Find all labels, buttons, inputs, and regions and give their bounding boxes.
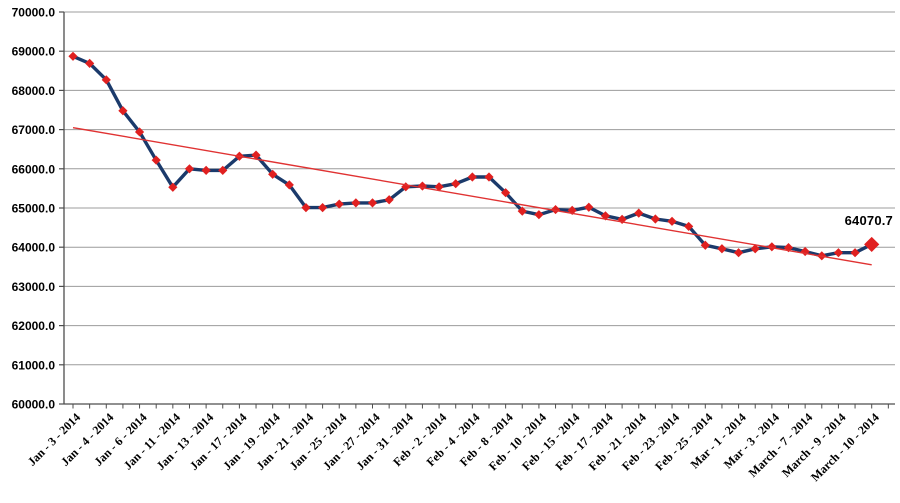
data-point-marker [850,248,860,258]
data-point-marker [417,181,428,191]
data-point-marker [334,199,344,209]
data-point-marker [218,165,228,175]
data-point-marker [85,58,95,68]
data-point-marker [118,106,128,116]
data-point-marker [301,203,311,213]
data-point-marker [151,155,161,165]
data-point-marker [101,75,111,85]
data-point-marker [584,202,594,212]
last-data-point-marker [864,236,880,253]
data-point-marker [434,182,444,192]
data-point-marker [351,198,361,208]
data-point-marker [134,127,145,137]
y-axis-tick-label: 66000.0 [12,162,56,176]
data-point-marker [384,195,394,205]
last-point-data-label: 64070.7 [844,213,893,228]
data-point-marker [251,150,261,160]
data-point-marker [684,221,694,232]
data-point-marker [750,244,760,254]
data-point-marker [550,204,561,215]
data-point-marker [484,172,494,182]
data-point-marker [367,198,378,208]
y-axis-tick-label: 64000.0 [12,241,56,255]
y-axis-tick-label: 67000.0 [12,123,56,137]
y-axis-tick-label: 60000.0 [12,398,56,412]
data-point-marker [451,179,461,189]
y-axis-tick-label: 62000.0 [12,319,56,333]
data-point-marker [717,244,727,254]
y-axis-tick-label: 70000.0 [12,6,56,20]
data-point-marker [650,214,660,224]
data-point-marker [534,210,544,220]
data-point-marker [733,248,744,258]
data-point-marker [184,164,195,174]
data-point-marker [284,180,294,190]
data-point-marker [201,165,211,175]
data-point-marker [667,216,677,226]
data-point-marker [501,188,511,198]
data-point-marker [317,203,328,213]
y-axis-tick-label: 69000.0 [12,45,56,59]
data-point-marker [600,211,611,221]
data-point-marker [268,169,278,179]
data-point-marker [467,172,477,182]
y-axis-tick-label: 63000.0 [12,280,56,294]
data-point-marker [767,242,777,252]
y-axis-tick-label: 61000.0 [12,358,56,372]
y-axis-tick-label: 65000.0 [12,202,56,216]
data-point-marker [634,208,644,218]
data-point-marker [68,51,78,61]
data-point-marker [168,182,178,192]
data-point-marker [800,246,810,257]
data-point-marker [700,240,710,250]
data-point-marker [833,248,844,258]
trendline [72,126,872,266]
data-point-marker [517,206,527,216]
y-axis-tick-label: 68000.0 [12,84,56,98]
